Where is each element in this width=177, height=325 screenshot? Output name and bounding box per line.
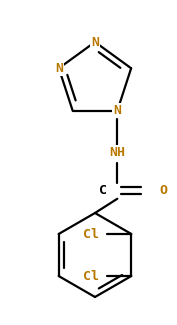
Text: Cl: Cl xyxy=(83,227,99,240)
Text: O: O xyxy=(159,184,167,197)
Text: N: N xyxy=(91,35,99,48)
Text: NH: NH xyxy=(109,146,125,159)
Text: C: C xyxy=(99,184,107,197)
Text: N: N xyxy=(113,104,121,117)
Text: Cl: Cl xyxy=(83,269,99,282)
Text: N: N xyxy=(55,62,63,75)
